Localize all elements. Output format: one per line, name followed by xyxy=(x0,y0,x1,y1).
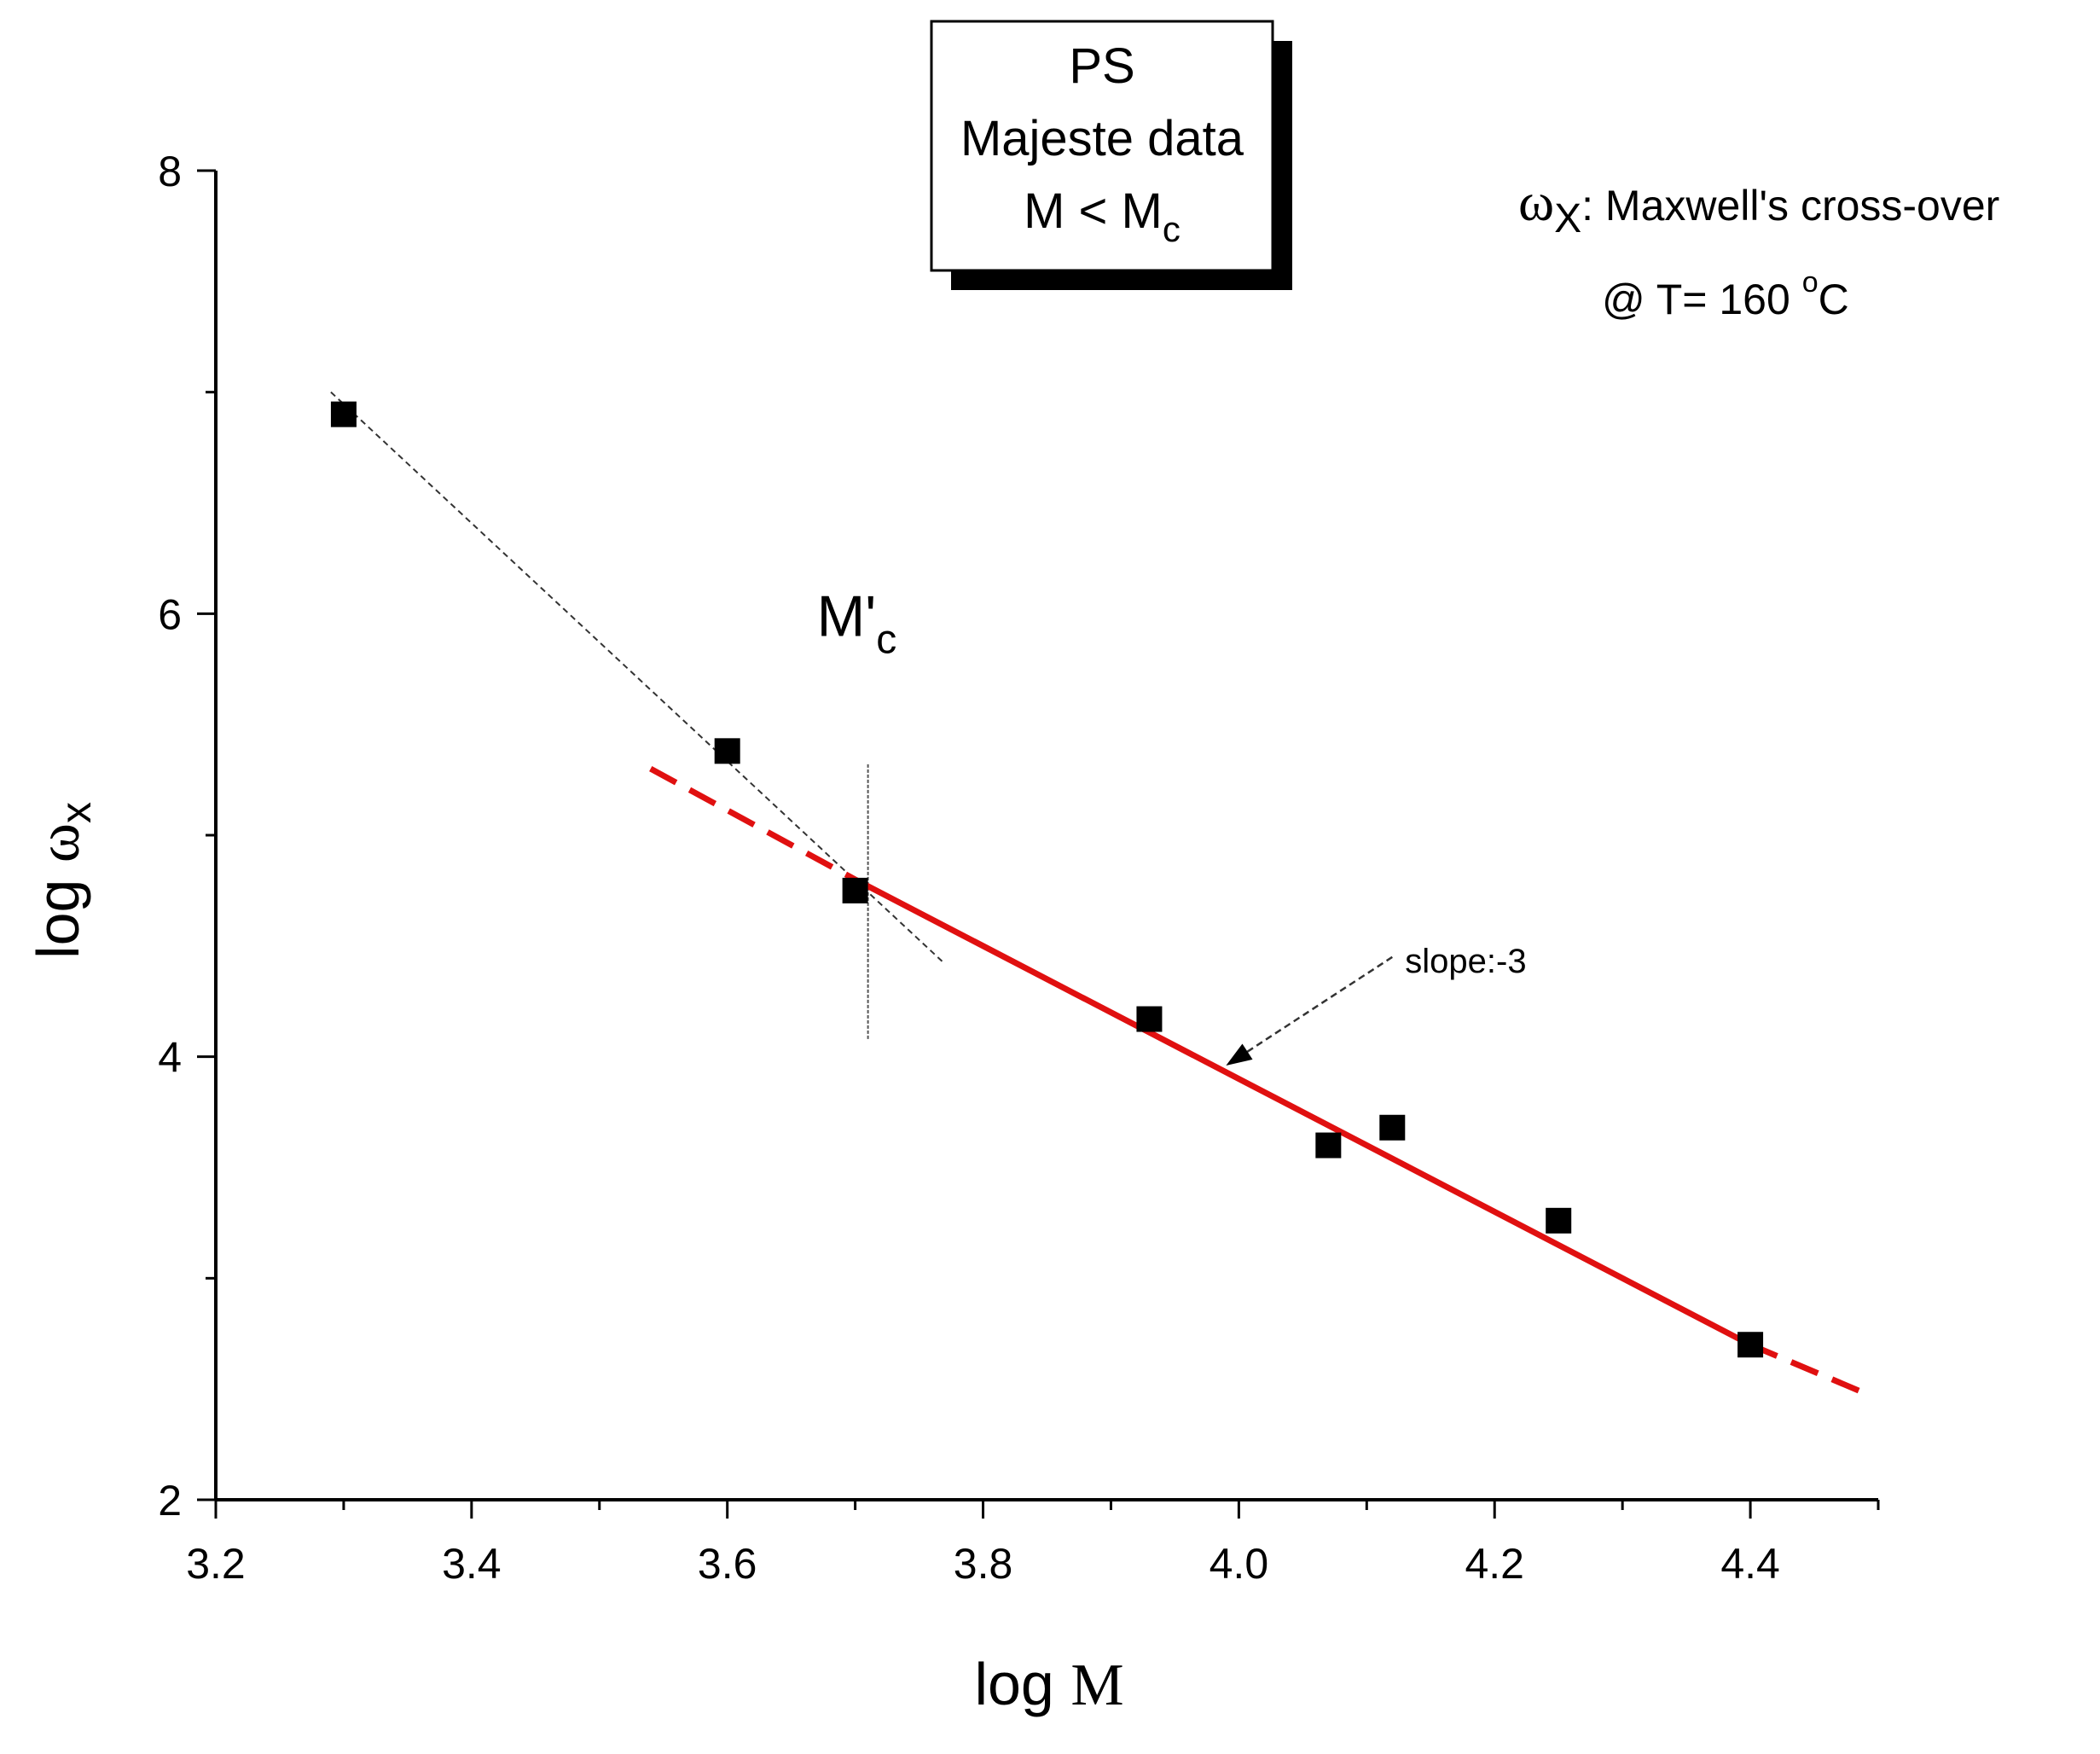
x-tick-label: 3.8 xyxy=(954,1540,1013,1588)
axes xyxy=(214,171,1878,1501)
slope-arrow-head xyxy=(1226,1043,1253,1066)
x-tick-label: 4.0 xyxy=(1210,1540,1269,1588)
data-point xyxy=(1379,1114,1406,1141)
y-tick-label: 4 xyxy=(158,1034,182,1082)
data-point xyxy=(842,877,868,903)
fit-line-solid xyxy=(854,876,1752,1348)
x-tick-label: 4.2 xyxy=(1465,1540,1524,1588)
legend-line-ps: PS xyxy=(1069,38,1134,94)
slope-arrow-shaft xyxy=(1225,955,1393,1067)
y-axis-title: log ωx xyxy=(25,802,100,959)
legend-line-m-lt-mc: M < Mc xyxy=(1024,183,1181,249)
data-point xyxy=(714,738,740,764)
legend-line-majeste: Majeste data xyxy=(960,111,1244,166)
x-tick-label: 3.4 xyxy=(442,1540,502,1588)
data-point xyxy=(330,401,357,427)
legend-box-frame xyxy=(930,20,1274,272)
fit-line-dashed-right xyxy=(1749,1342,1867,1397)
annotation-slope: slope:-3 xyxy=(1405,943,1526,980)
lines xyxy=(330,391,1867,1397)
aux-dashed-line xyxy=(330,391,946,965)
tick-labels: 3.2 3.4 3.6 3.8 4.0 4.2 4.4 2 4 6 8 xyxy=(158,148,1780,1588)
slope-arrow xyxy=(1225,955,1393,1067)
data-points xyxy=(330,401,1764,1358)
ticks xyxy=(197,169,1880,1519)
data-point xyxy=(1136,1006,1163,1032)
y-tick-label: 2 xyxy=(158,1477,182,1525)
x-tick-label: 3.6 xyxy=(698,1540,757,1588)
y-tick-label: 6 xyxy=(158,590,182,638)
data-point xyxy=(1315,1132,1342,1159)
legend-box: PS Majeste data M < Mc xyxy=(930,20,1292,290)
y-tick-label: 8 xyxy=(158,148,182,195)
x-tick-label: 4.4 xyxy=(1720,1540,1780,1588)
annotation-temperature: @ T= 160 oC xyxy=(1602,266,1849,323)
annotation-mc-prime: M'c xyxy=(817,584,897,662)
x-tick-label: 3.2 xyxy=(186,1540,246,1588)
x-axis-title: log M xyxy=(974,1651,1123,1718)
data-point xyxy=(1737,1332,1764,1358)
fit-line-dashed-left xyxy=(649,766,857,883)
data-point xyxy=(1546,1207,1572,1234)
annotation-maxwell: ωX: Maxwell's cross-over xyxy=(1518,171,1999,241)
